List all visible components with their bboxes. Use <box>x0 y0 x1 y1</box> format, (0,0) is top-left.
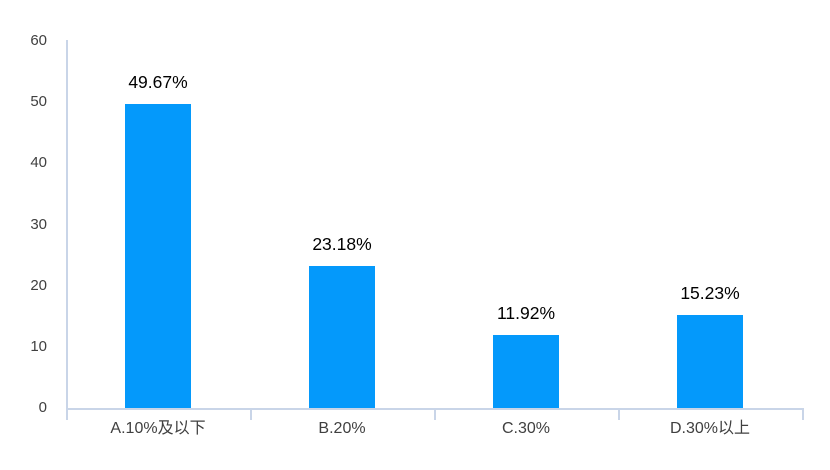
x-axis-tick <box>66 410 68 420</box>
y-axis-tick-label: 20 <box>30 276 47 294</box>
bar <box>125 104 191 408</box>
x-axis-tick <box>250 410 252 420</box>
x-axis-category-label: A.10%及以下 <box>110 420 206 437</box>
y-axis-line <box>66 40 68 410</box>
bar-value-label: 49.67% <box>128 72 188 92</box>
y-axis-tick-label: 10 <box>30 337 47 355</box>
bar-value-label: 23.18% <box>312 234 372 254</box>
bar <box>493 335 559 408</box>
y-axis-tick-label: 30 <box>30 215 47 233</box>
y-axis-tick-label: 0 <box>38 399 47 416</box>
x-axis-tick <box>802 410 804 420</box>
x-axis-tick <box>618 410 620 420</box>
bar <box>677 315 743 408</box>
y-axis-tick-label: 50 <box>30 93 47 111</box>
bar-value-label: 15.23% <box>680 283 740 303</box>
x-axis-line <box>66 408 804 410</box>
bar <box>309 266 375 408</box>
bar-value-label: 11.92% <box>496 303 556 323</box>
x-axis-tick <box>434 410 436 420</box>
x-axis-category-label: D.30%以上 <box>669 420 751 437</box>
y-axis-tick-label: 40 <box>30 154 47 172</box>
x-axis-category-label: B.20% <box>318 420 366 437</box>
y-axis-tick-label: 60 <box>30 32 47 49</box>
x-axis-category-label: C.30% <box>501 420 551 437</box>
